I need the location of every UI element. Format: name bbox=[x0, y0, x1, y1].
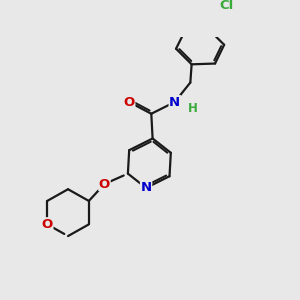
Text: H: H bbox=[188, 102, 198, 115]
Text: O: O bbox=[124, 96, 135, 109]
Text: O: O bbox=[99, 178, 110, 190]
Text: Cl: Cl bbox=[220, 0, 234, 12]
Text: N: N bbox=[169, 96, 180, 109]
Text: N: N bbox=[140, 182, 152, 194]
Text: O: O bbox=[42, 218, 53, 231]
